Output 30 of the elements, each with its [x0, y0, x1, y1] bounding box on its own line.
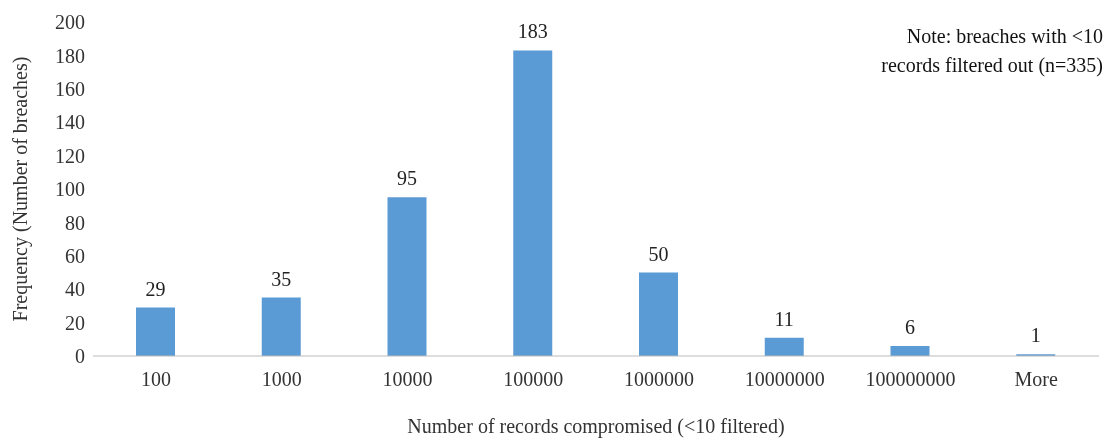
y-tick-label: 120: [55, 144, 85, 167]
x-tick-label: 1000000: [623, 368, 694, 391]
x-tick-label: 100000: [503, 368, 564, 391]
y-tick-label: 60: [65, 244, 85, 267]
x-tick-label: 1000: [261, 368, 302, 391]
y-tick-label: 20: [65, 311, 85, 334]
data-label: 35: [271, 267, 292, 290]
data-label: 29: [145, 277, 166, 300]
y-tick-label: 180: [55, 44, 85, 67]
x-tick-label: More: [1014, 368, 1058, 391]
x-tick-label: 10000: [382, 368, 433, 391]
y-tick-label: 40: [65, 278, 85, 301]
x-tick-label: 100000000: [865, 368, 956, 391]
annotation: Note: breaches with <10 records filtered out (n=335): [880, 24, 1103, 79]
y-tick-label: 100: [55, 178, 85, 201]
x-axis-title: Number of records compromised (<10 filtered): [407, 415, 785, 438]
y-tick-label: 80: [65, 211, 85, 234]
y-tick-label: 140: [55, 111, 85, 134]
y-tick-label: 0: [75, 345, 85, 368]
data-label: 6: [905, 315, 915, 338]
y-tick-label: 160: [55, 77, 85, 100]
data-label: 183: [517, 20, 548, 43]
data-label: 50: [648, 242, 669, 265]
data-label: 95: [397, 167, 417, 190]
y-axis-title: Frequency (Number of breaches): [9, 56, 33, 322]
x-tick-label: 10000000: [744, 368, 825, 391]
data-label: 1: [1030, 324, 1041, 347]
y-tick-label: 200: [55, 11, 85, 34]
data-label: 11: [774, 307, 794, 330]
x-tick-label: 100: [140, 368, 171, 391]
